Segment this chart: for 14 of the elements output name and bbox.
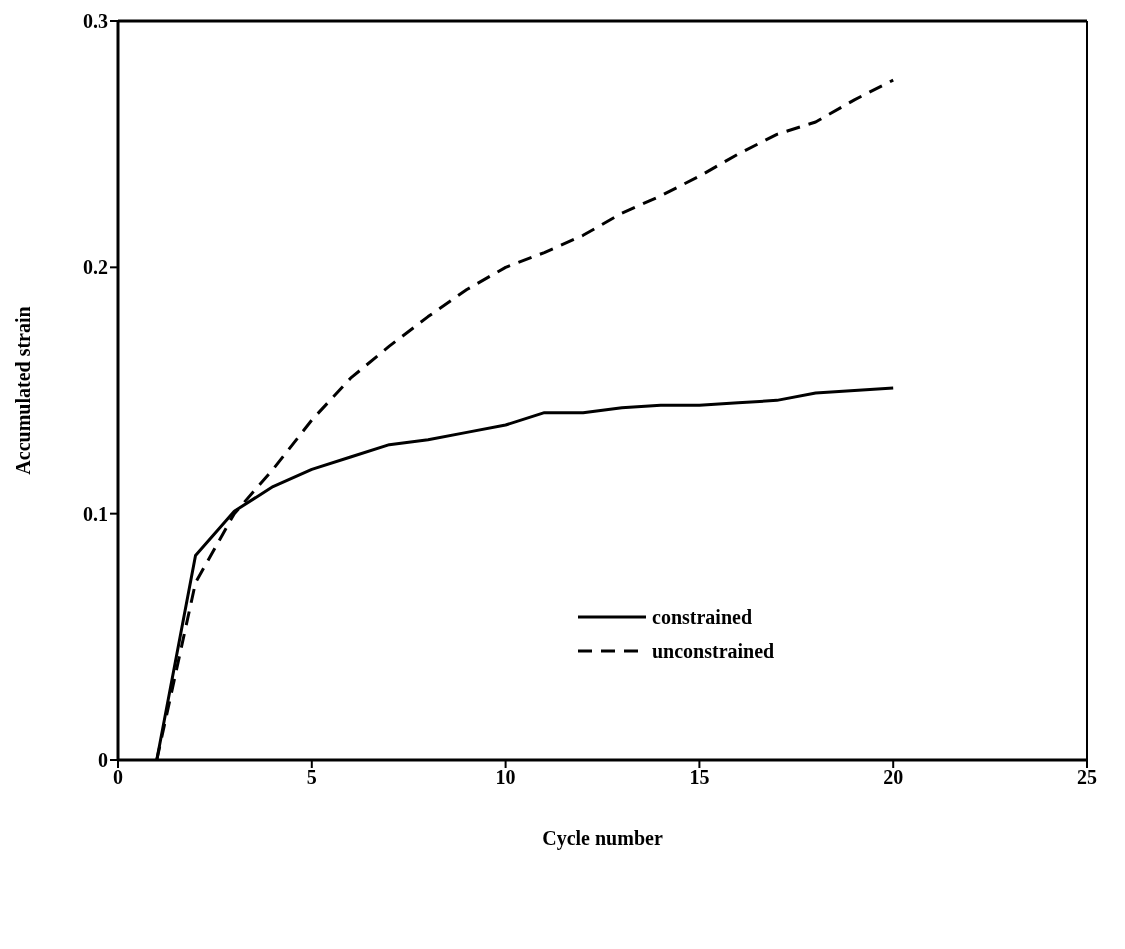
y-tick-label: 0.1	[83, 502, 108, 525]
x-tick-label: 20	[883, 766, 904, 789]
legend-label: unconstrained	[652, 639, 775, 663]
x-tick-label: 10	[495, 766, 516, 789]
y-axis-title: Accumulated strain	[12, 306, 35, 475]
x-tick-label: 15	[689, 766, 710, 789]
x-tick-label: 0	[113, 766, 123, 789]
x-axis-title: Cycle number	[542, 827, 663, 850]
y-tick-label: 0.3	[83, 10, 108, 33]
x-tick-label: 25	[1077, 766, 1097, 789]
y-tick-label: 0.2	[83, 256, 108, 279]
legend-label: constrained	[652, 605, 752, 629]
y-tick-label: 0	[98, 749, 108, 772]
x-tick-label: 5	[306, 766, 317, 789]
